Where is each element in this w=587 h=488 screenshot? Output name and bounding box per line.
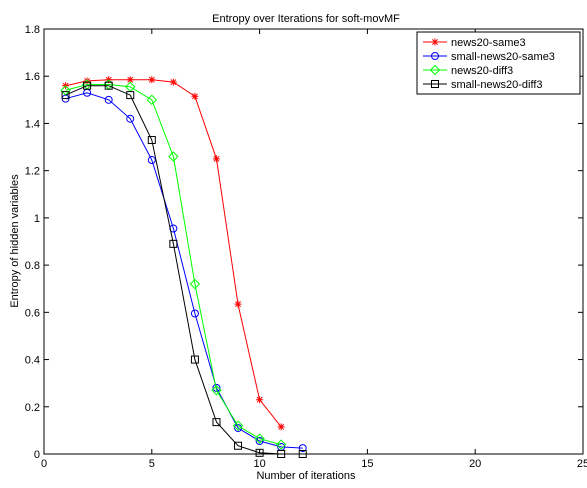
legend-label: news20-diff3 bbox=[451, 65, 513, 77]
data-point bbox=[83, 77, 91, 85]
data-point bbox=[104, 81, 113, 90]
data-point bbox=[255, 437, 264, 446]
data-point bbox=[190, 355, 199, 364]
data-point bbox=[298, 444, 307, 453]
data-point bbox=[212, 383, 221, 392]
x-tick-label: 10 bbox=[253, 458, 265, 470]
data-point bbox=[232, 420, 244, 431]
data-point bbox=[191, 92, 199, 100]
data-point bbox=[169, 239, 178, 248]
plot-frame bbox=[43, 28, 584, 455]
data-point bbox=[126, 114, 135, 123]
data-point bbox=[234, 300, 242, 308]
y-tick-label: 1.6 bbox=[25, 71, 40, 83]
legend: news20-same3 small-news20-same3 news20-dif… bbox=[416, 31, 581, 95]
data-point bbox=[61, 91, 70, 100]
data-point bbox=[147, 135, 156, 144]
data-point bbox=[277, 423, 285, 431]
data-point bbox=[147, 156, 156, 165]
y-axis-label: Entropy of hidden variables bbox=[9, 174, 21, 308]
legend-label: small-news20-diff3 bbox=[451, 79, 543, 91]
data-point bbox=[254, 433, 265, 444]
series-layer bbox=[60, 76, 307, 458]
data-point bbox=[275, 439, 287, 450]
legend-marker bbox=[429, 64, 441, 76]
y-tick-label: 1.4 bbox=[25, 118, 40, 130]
legend-label: small-news20-same3 bbox=[451, 51, 555, 63]
data-point bbox=[148, 76, 156, 84]
series-small-news20-diff3 bbox=[61, 81, 307, 458]
data-point bbox=[234, 441, 243, 450]
x-tick-label: 5 bbox=[149, 458, 155, 470]
data-point bbox=[298, 450, 307, 458]
legend-marker bbox=[431, 52, 439, 60]
data-point bbox=[146, 94, 158, 106]
y-tick-label: 0.8 bbox=[25, 260, 40, 272]
x-axis-label: Number of iterations bbox=[256, 470, 356, 482]
legend-marker bbox=[431, 80, 439, 88]
legend-item: news20-diff3 bbox=[423, 64, 513, 77]
x-tick-label: 20 bbox=[469, 458, 481, 470]
chart-title: Entropy over Iterations for soft-movMF bbox=[212, 13, 400, 25]
x-tick-label: 25 bbox=[577, 458, 587, 470]
data-point bbox=[126, 91, 135, 100]
x-tick-label: 0 bbox=[41, 458, 47, 470]
axes: 0 5 10 15 20 25 0 0.2 0.4 0.6 0.8 1 1.2 1.4 1.6 1.8 bbox=[25, 24, 587, 470]
data-point bbox=[104, 95, 113, 104]
y-tick-label: 0.4 bbox=[25, 355, 40, 367]
y-tick-label: 0 bbox=[34, 449, 40, 461]
y-tick-label: 0.6 bbox=[25, 307, 40, 319]
data-point bbox=[212, 418, 221, 427]
data-point bbox=[190, 309, 199, 318]
legend-label: news20-same3 bbox=[451, 37, 526, 49]
legend-item: small-news20-diff3 bbox=[423, 79, 543, 91]
data-point bbox=[212, 155, 220, 163]
data-point bbox=[211, 385, 222, 396]
data-point bbox=[169, 78, 177, 86]
data-point bbox=[126, 76, 134, 84]
data-point bbox=[189, 278, 201, 290]
data-point bbox=[255, 448, 264, 457]
y-tick-label: 1 bbox=[34, 213, 40, 225]
legend-marker bbox=[431, 38, 439, 46]
series-line bbox=[65, 84, 282, 446]
data-point bbox=[256, 396, 264, 404]
legend-item: small-news20-same3 bbox=[423, 51, 555, 63]
legend-item: news20-same3 bbox=[423, 37, 526, 49]
data-point bbox=[168, 151, 179, 162]
data-point bbox=[83, 81, 92, 90]
y-tick-label: 1.8 bbox=[25, 24, 40, 36]
y-tick-label: 0.2 bbox=[25, 402, 40, 414]
y-tick-label: 1.2 bbox=[25, 166, 40, 178]
data-point bbox=[277, 450, 286, 458]
x-tick-label: 15 bbox=[361, 458, 373, 470]
